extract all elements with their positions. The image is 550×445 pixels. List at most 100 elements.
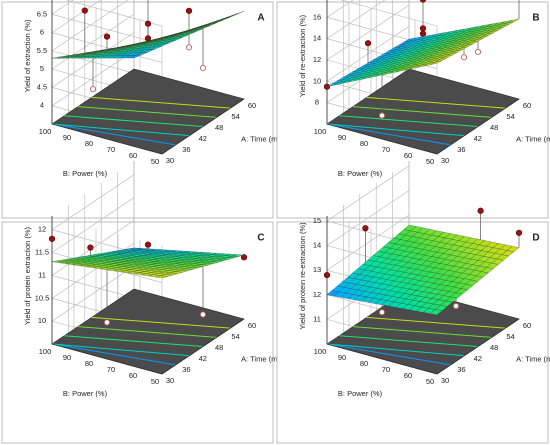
floor-contour-line: [339, 115, 479, 127]
x-tick-label: 48: [215, 123, 223, 132]
x-tick-label: 54: [231, 112, 239, 121]
surface-cell: [403, 37, 416, 43]
x-tick-label: 36: [457, 365, 465, 374]
floor-contour-line: [366, 316, 506, 329]
y-tick-label: 70: [107, 145, 115, 154]
y-axis-title: B: Power (%): [63, 169, 108, 178]
design-point: [362, 225, 369, 232]
floor-contour-line: [51, 123, 190, 137]
design-point: [144, 20, 152, 27]
z-tick-label: 14: [313, 241, 321, 250]
y-axis-line: [326, 343, 438, 375]
wall-gridline: [51, 0, 74, 15]
y-tick-label: 80: [85, 139, 93, 148]
floor-contour-line: [64, 335, 204, 347]
wall-gridline: [51, 174, 135, 230]
floor-contour-line: [326, 343, 465, 357]
y-tick-label: 100: [314, 347, 327, 356]
x-axis-line: [161, 98, 245, 155]
z-tick-label: 11: [313, 314, 321, 323]
surface-cell: [128, 54, 141, 59]
panel-label: A: [257, 13, 264, 24]
floor-contour-line: [352, 326, 492, 338]
y-tick-label: 80: [360, 359, 368, 368]
surface-cell: [128, 247, 141, 250]
wall-gridline: [326, 0, 354, 18]
wall-gridline: [51, 265, 135, 322]
tick-labels: 10 10.5 11 11.5 12 30 36 42 48 54 60 50 60 70 80 90 100: [35, 225, 256, 386]
wall-gridline: [340, 0, 438, 27]
x-tick-label: 60: [248, 101, 256, 110]
z-axis-title: Yield of re-extraction (%): [298, 14, 307, 97]
z-axis-title: Yield of extraction (%): [23, 19, 32, 93]
z-tick-label: 10: [38, 316, 46, 325]
y-tick-label: 60: [129, 371, 137, 380]
wall-gridline: [65, 0, 163, 27]
x-tick-label: 36: [182, 145, 190, 154]
x-axis-title: A: Time (min): [516, 354, 550, 363]
y-tick-label: 70: [382, 145, 390, 154]
design-point: [419, 30, 427, 37]
tick-labels: 44.555.566.573036424854605060708090100: [37, 9, 256, 166]
design-point: [240, 254, 248, 261]
tick-labels: 11 12 13 14 15 30 36 42 48 54 60 50 60 70 80 90 100: [313, 216, 531, 386]
design-point-below: [474, 48, 482, 55]
z-tick-label: 10: [313, 76, 321, 85]
y-tick-label: 70: [107, 365, 115, 374]
design-point: [144, 241, 152, 248]
y-tick-label: 50: [151, 157, 159, 166]
x-tick-label: 30: [166, 376, 174, 385]
z-tick-label: 8: [315, 98, 319, 107]
floor-contour-line: [339, 335, 479, 347]
z-tick-label: 12: [313, 55, 321, 64]
z-axis-title: Yield of protein extraction (%): [23, 226, 32, 325]
design-point: [419, 0, 427, 3]
floor-contour-line: [326, 123, 465, 137]
x-tick-label: 30: [441, 376, 449, 385]
design-point: [103, 33, 111, 40]
floor-contour-line: [91, 316, 231, 329]
z-tick-label: 6: [40, 28, 44, 37]
design-point: [87, 244, 94, 251]
floor-contour-line: [352, 106, 492, 118]
panel-label: C: [257, 233, 264, 244]
y-tick-label: 80: [85, 359, 93, 368]
floor-contour-line: [64, 115, 204, 127]
floor-contour-line: [51, 123, 176, 146]
y-axis-title: B: Power (%): [338, 389, 383, 398]
floor-contour-line: [91, 96, 231, 109]
wall-gridline: [51, 0, 102, 33]
design-point-below: [89, 86, 97, 93]
y-tick-label: 50: [151, 377, 159, 386]
y-axis-line: [51, 123, 163, 155]
y-tick-label: 80: [360, 139, 368, 148]
chart-panel-b: 810121416183036424854605060708090100Yiel…: [276, 0, 550, 219]
y-tick-label: 60: [404, 371, 412, 380]
surface-cell: [403, 224, 417, 231]
y-tick-label: 90: [338, 133, 346, 142]
design-point: [81, 7, 88, 14]
z-tick-label: 4.5: [37, 82, 47, 91]
panel-label: B: [532, 13, 539, 24]
x-axis-line: [161, 318, 245, 375]
floor-contour-line: [366, 96, 506, 109]
wall-gridline: [51, 13, 163, 45]
x-axis-line: [436, 98, 520, 155]
response-surface: [326, 224, 520, 316]
z-tick-label: 16: [313, 12, 321, 21]
x-tick-label: 42: [474, 134, 482, 143]
x-axis-title: A: Time (min): [241, 134, 286, 143]
design-point-below: [378, 112, 386, 119]
x-tick-label: 60: [248, 321, 256, 330]
design-point-below: [199, 311, 207, 318]
chart-panel-a: 44.555.566.573036424854605060708090100Yi…: [1, 0, 286, 219]
floor-contour-line: [77, 106, 217, 118]
x-axis-title: A: Time (min): [241, 354, 286, 363]
chart-panel-c: 10 10.5 11 11.5 12 30 36 42 48 54 60 50 60 70 80 90 100 Y…: [1, 161, 286, 444]
design-point: [144, 35, 152, 42]
y-tick-label: 70: [382, 365, 390, 374]
floor-contour-line: [326, 343, 451, 366]
y-axis-title: B: Power (%): [63, 389, 108, 398]
y-tick-label: 90: [63, 133, 71, 142]
